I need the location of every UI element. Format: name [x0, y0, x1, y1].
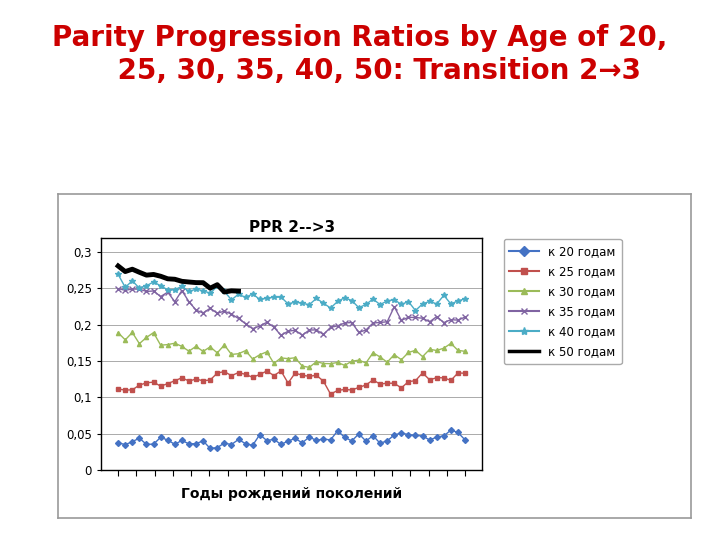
Title: PPR 2-->3: PPR 2-->3 [248, 220, 335, 235]
Legend: к 20 годам, к 25 годам, к 30 годам, к 35 годам, к 40 годам, к 50 годам: к 20 годам, к 25 годам, к 30 годам, к 35… [503, 239, 621, 364]
Text: Parity Progression Ratios by Age of 20,: Parity Progression Ratios by Age of 20, [53, 24, 667, 52]
Text: 25, 30, 35, 40, 50: Transition 2→3: 25, 30, 35, 40, 50: Transition 2→3 [79, 57, 641, 85]
X-axis label: Годы рождений поколений: Годы рождений поколений [181, 487, 402, 501]
